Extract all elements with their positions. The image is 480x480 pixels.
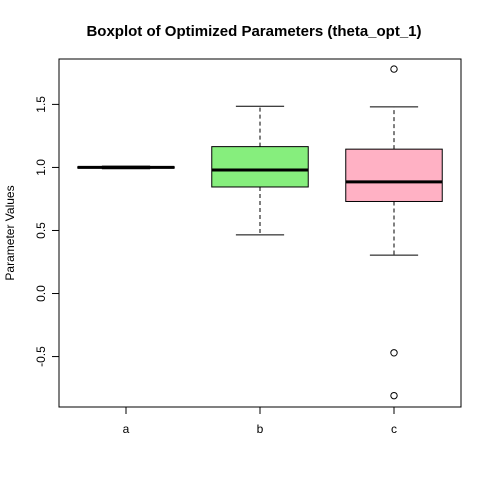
- x-axis: a b c: [123, 406, 397, 436]
- y-tick-label: -0.5: [34, 346, 48, 367]
- x-tick-label-c: c: [391, 422, 397, 436]
- x-tick-label-b: b: [257, 422, 264, 436]
- outlier-point: [390, 349, 398, 357]
- boxes-group: [77, 65, 443, 400]
- y-tick-label: 1.0: [34, 159, 48, 176]
- outlier-point: [390, 65, 398, 73]
- y-tick-label: 0.0: [34, 285, 48, 302]
- x-tick-label-a: a: [123, 422, 130, 436]
- y-axis-label: Parameter Values: [3, 185, 17, 280]
- box-c: [345, 65, 443, 400]
- chart-title: Boxplot of Optimized Parameters (theta_o…: [86, 23, 421, 40]
- box-a: [77, 165, 175, 170]
- outlier-point: [390, 391, 398, 400]
- box-body: [211, 146, 309, 188]
- box-b: [211, 105, 309, 236]
- y-axis: -0.5 0.0 0.5 1.0 1.5: [34, 96, 60, 367]
- y-tick-label: 0.5: [34, 222, 48, 239]
- y-tick-label: 1.5: [34, 96, 48, 113]
- box-body: [345, 148, 443, 202]
